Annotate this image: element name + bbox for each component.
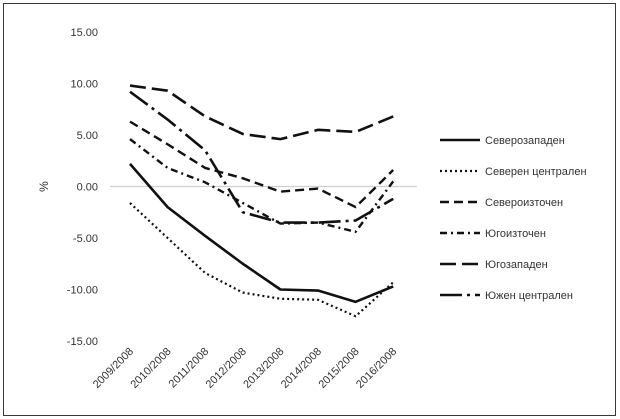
legend-label: Югозападен: [485, 259, 548, 271]
y-tick-label: 15.00: [70, 27, 98, 39]
y-axis-label: %: [37, 181, 51, 192]
legend-label: Южен централен: [485, 290, 573, 302]
y-tick-label: -15.00: [67, 336, 98, 348]
series-line-4: [129, 138, 395, 234]
legend-label: Северозападен: [485, 135, 565, 147]
series-line-1: [129, 162, 394, 304]
legend-label: Югоизточен: [485, 228, 546, 240]
series-line-2: [129, 202, 394, 318]
y-tick-label: 10.00: [70, 79, 98, 91]
series-line-5: [129, 84, 394, 141]
x-tick-label: 2016/2008: [354, 346, 399, 391]
x-tick-label: 2010/2008: [128, 346, 173, 391]
legend-label: Североизточен: [485, 197, 563, 209]
y-tick-label: -10.00: [67, 285, 98, 297]
series-line-6: [129, 90, 394, 224]
series-line-3: [129, 120, 395, 209]
y-tick-label: -5.00: [73, 233, 98, 245]
chart-frame: [3, 3, 616, 416]
y-tick-label: 5.00: [77, 130, 98, 142]
legend-label: Северен централен: [485, 166, 587, 178]
y-tick-label: 0.00: [77, 182, 98, 194]
